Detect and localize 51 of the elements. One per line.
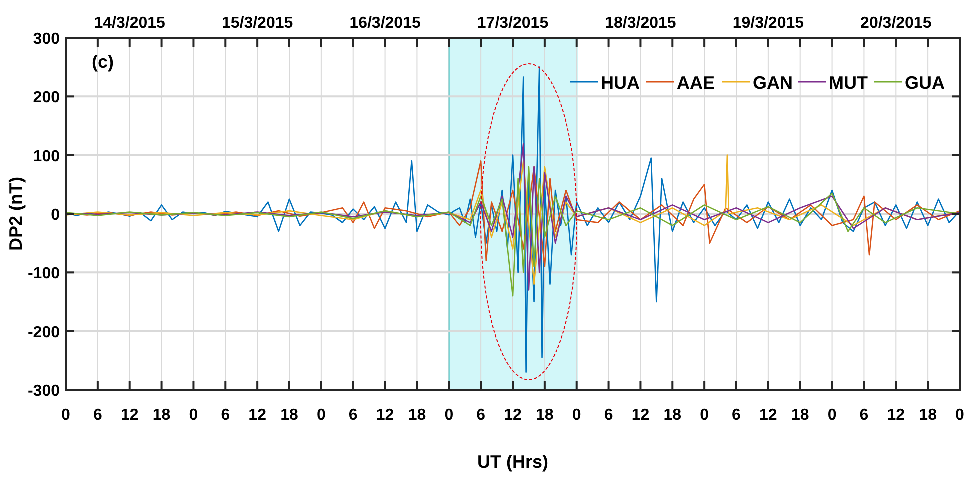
x-tick-label: 0: [828, 407, 837, 424]
x-tick-label: 12: [760, 407, 778, 424]
x2-tick-label: 16/3/2015: [350, 15, 421, 32]
x-tick-label: 6: [732, 407, 742, 424]
x-tick-label: 18: [919, 407, 938, 424]
x-tick-label: 0: [444, 407, 454, 424]
x2-tick-label: 14/3/2015: [94, 15, 166, 32]
legend-label: GUA: [905, 73, 945, 93]
x-tick-label: 12: [887, 407, 906, 424]
x-tick-label: 18: [280, 407, 298, 424]
x-tick-label: 0: [316, 407, 326, 424]
x-tick-label: 0: [62, 407, 71, 424]
annotation: (c): [92, 52, 114, 72]
legend-label: MUT: [829, 73, 868, 93]
x-tick-label: 6: [221, 407, 230, 424]
y-tick-label: -200: [28, 324, 60, 342]
x-axis-title: UT (Hrs): [478, 452, 549, 472]
y-tick-label: 200: [33, 90, 60, 107]
x-tick-label: 12: [376, 407, 394, 424]
x-tick-label: 18: [536, 407, 554, 424]
x-tick-label: 0: [700, 407, 710, 424]
x-tick-label: 18: [408, 407, 426, 424]
y-tick-label: 300: [33, 31, 60, 48]
x-tick-label: 6: [604, 407, 614, 424]
x-tick-label: 6: [93, 407, 102, 424]
legend-label: GAN: [753, 73, 793, 93]
x2-tick-label: 19/3/2015: [732, 15, 804, 32]
y-tick-label: 0: [51, 207, 60, 224]
y-axis-title: DP2 (nT): [6, 177, 26, 251]
x-tick-label: 0: [572, 407, 582, 424]
y-tick-label: 100: [33, 148, 60, 166]
x2-tick-label: 15/3/2015: [222, 15, 294, 32]
x-tick-label: 18: [664, 407, 682, 424]
x-tick-label: 6: [860, 407, 869, 424]
x2-tick-label: 20/3/2015: [860, 15, 932, 32]
x-tick-label: 0: [956, 407, 965, 424]
x-tick-label: 0: [189, 407, 198, 424]
x-tick-label: 18: [791, 407, 810, 424]
y-tick-label: -300: [28, 383, 60, 400]
legend-label: HUA: [601, 73, 640, 93]
x-tick-label: 6: [348, 407, 358, 424]
x2-tick-label: 18/3/2015: [605, 15, 676, 32]
x-tick-label: 12: [248, 407, 267, 424]
x-tick-label: 18: [152, 407, 171, 424]
x-tick-label: 12: [504, 407, 522, 424]
y-tick-label: -100: [28, 266, 60, 283]
x-tick-label: 6: [476, 407, 486, 424]
legend-label: AAE: [677, 73, 716, 93]
x-tick-label: 12: [632, 407, 650, 424]
x2-tick-label: 17/3/2015: [477, 15, 549, 32]
x-tick-label: 12: [120, 407, 139, 424]
